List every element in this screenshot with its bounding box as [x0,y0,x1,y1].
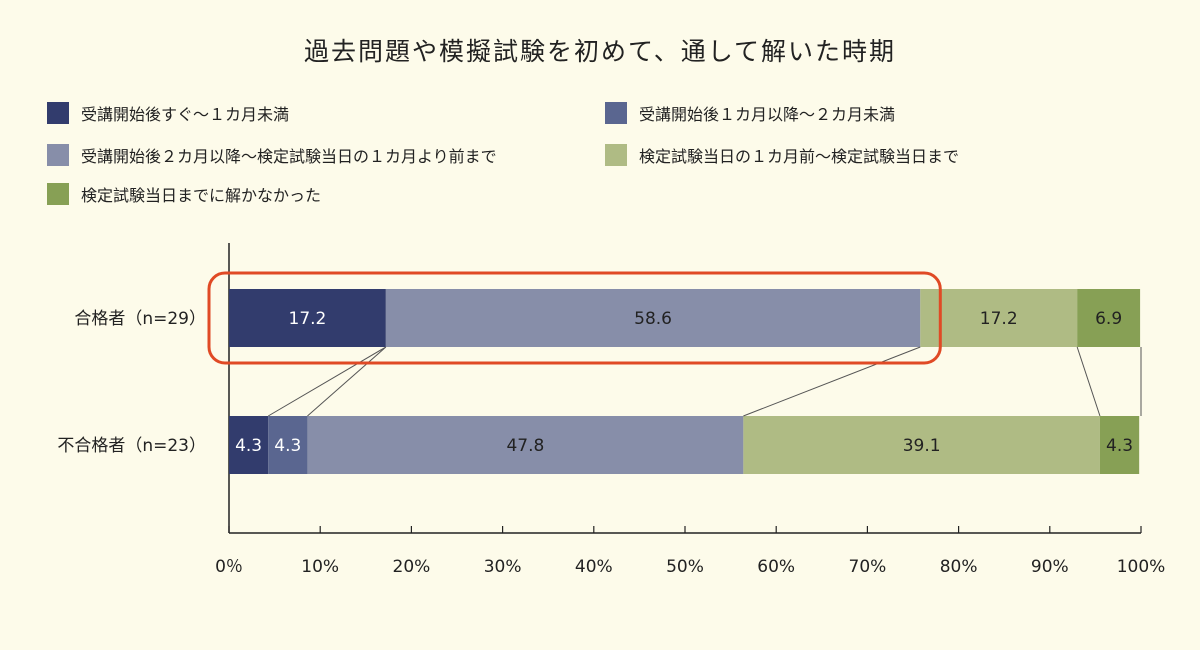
legend-label: 受講開始後２カ月以降〜検定試験当日の１カ月より前まで [81,147,497,166]
x-tick-label: 20% [393,557,431,577]
legend-label: 受講開始後すぐ〜１カ月未満 [81,105,290,124]
category-label: 合格者（n=29） [74,309,206,329]
data-label: 58.6 [634,309,672,329]
bar-segment [1077,289,1141,347]
legend-item: 検定試験当日の１カ月前〜検定試験当日まで [605,143,959,167]
highlight-frame [207,271,942,365]
data-label: 4.3 [235,436,262,456]
data-label: 6.9 [1095,309,1122,329]
bar-segment [743,416,1100,474]
legend-label: 受講開始後１カ月以降〜２カ月未満 [639,105,896,124]
chart-legend: 受講開始後すぐ〜１カ月未満 受講開始後１カ月以降〜２カ月未満受講開始後２カ月以降〜… [0,0,1200,220]
data-label: 4.3 [1106,436,1133,456]
legend-label: 検定試験当日の１カ月前〜検定試験当日まで [639,147,960,166]
data-label: 4.3 [274,436,301,456]
connector-line [1076,346,1101,417]
x-tick-label: 40% [575,557,613,577]
x-tick-label: 70% [849,557,887,577]
x-tick-label: 0％ [215,557,243,577]
legend-item: 受講開始後１カ月以降〜２カ月未満 [605,101,895,125]
legend-swatch [47,102,69,124]
legend-swatch [605,144,627,166]
legend-item: 検定試験当日までに解かなかった [47,182,321,206]
x-tick-label: 90% [1031,557,1069,577]
data-label: 47.8 [506,436,544,456]
category-label: 不合格者（n=23） [57,436,206,456]
bar-segment [385,289,921,347]
legend-swatch [47,183,69,205]
connector-line [267,346,387,417]
legend-label: 検定試験当日までに解かなかった [81,186,322,205]
bar-segment [920,289,1078,347]
x-tick-label: 60% [757,557,795,577]
x-tick-label: 50% [666,557,704,577]
x-tick-label: 10% [301,557,339,577]
chart-title: 過去問題や模擬試験を初めて、通して解いた時期 [303,37,896,66]
connector-line [743,346,921,417]
connector-line [307,346,387,417]
x-tick-label: 80% [940,557,978,577]
x-tick-label: 30% [484,557,522,577]
bar-segment [1099,416,1140,474]
bar-segment [229,289,386,347]
legend-item: 受講開始後２カ月以降〜検定試験当日の１カ月より前まで [47,143,497,167]
bar-segment [307,416,744,474]
legend-swatch [605,102,627,124]
data-label: 39.1 [903,436,941,456]
legend-swatch [47,144,69,166]
bar-segment [229,416,269,474]
data-label: 17.2 [980,309,1018,329]
data-label: 17.2 [289,309,327,329]
x-tick-label: 100% [1117,557,1166,577]
legend-item: 受講開始後すぐ〜１カ月未満 [47,101,289,125]
bar-segment [268,416,308,474]
